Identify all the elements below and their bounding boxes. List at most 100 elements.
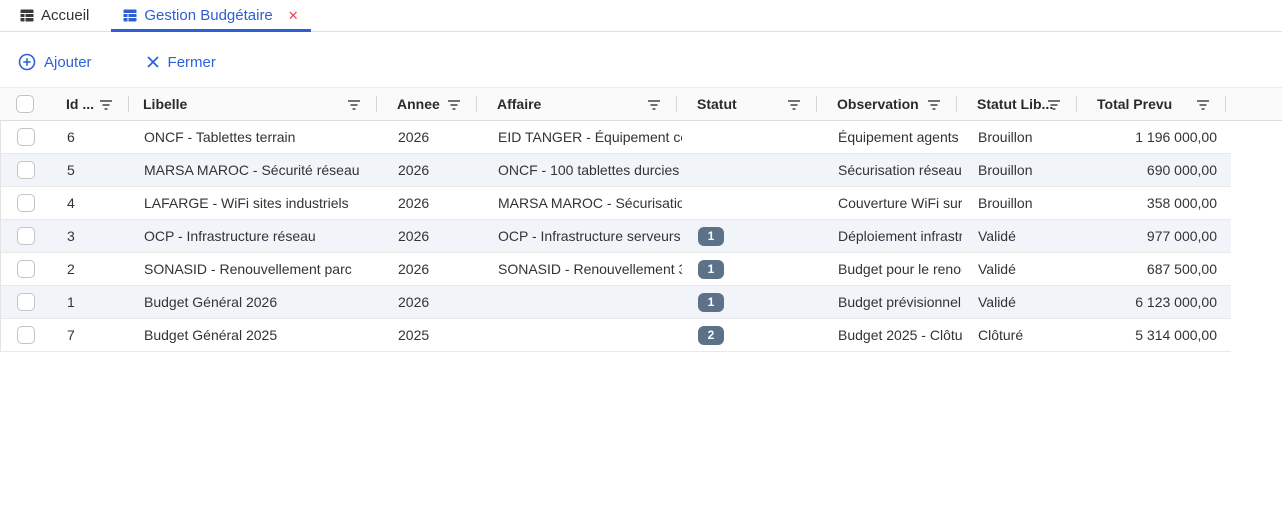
cell-observation: Budget 2025 - Clôturé bbox=[838, 327, 962, 343]
cell-observation: Déploiement infrastru bbox=[838, 228, 962, 244]
cell-statut-lib: Brouillon bbox=[978, 129, 1033, 145]
cell-total-prevu: 690 000,00 bbox=[1146, 162, 1217, 178]
cell-observation: Équipement agents te bbox=[838, 129, 962, 145]
close-button-label: Fermer bbox=[167, 53, 216, 71]
tab-accueil[interactable]: Accueil bbox=[8, 0, 101, 31]
cell-total-prevu: 358 000,00 bbox=[1146, 195, 1217, 211]
table-row[interactable]: 5 MARSA MAROC - Sécurité réseau 2026 ONC… bbox=[1, 154, 1231, 187]
cell-statut-lib: Clôturé bbox=[978, 327, 1024, 343]
tab-close-icon[interactable]: ✕ bbox=[287, 8, 299, 23]
cell-libelle: MARSA MAROC - Sécurité réseau bbox=[144, 162, 360, 178]
cell-statut: 1 bbox=[682, 220, 822, 252]
cell-id: 6 bbox=[67, 129, 75, 145]
tab-label: Accueil bbox=[41, 7, 90, 24]
header-affaire[interactable]: Affaire bbox=[481, 88, 681, 120]
cell-affaire: EID TANGER - Équipement comp bbox=[498, 129, 682, 145]
add-icon bbox=[18, 53, 36, 71]
cell-libelle: LAFARGE - WiFi sites industriels bbox=[144, 195, 349, 211]
grid-body: 6 ONCF - Tablettes terrain 2026 EID TANG… bbox=[0, 121, 1231, 352]
cell-id: 7 bbox=[67, 327, 75, 343]
add-button[interactable]: Ajouter bbox=[10, 49, 100, 75]
table-row[interactable]: 7 Budget Général 2025 2025 2 Budget 2025… bbox=[1, 319, 1231, 352]
cell-statut bbox=[682, 187, 822, 219]
cell-affaire: ONCF - 100 tablettes durcies po bbox=[498, 162, 682, 178]
table-row[interactable]: 1 Budget Général 2026 2026 1 Budget prév… bbox=[1, 286, 1231, 319]
cell-total-prevu: 977 000,00 bbox=[1146, 228, 1217, 244]
cell-annee: 2026 bbox=[398, 129, 430, 145]
cell-libelle: OCP - Infrastructure réseau bbox=[144, 228, 316, 244]
close-icon bbox=[146, 55, 160, 69]
cell-annee: 2026 bbox=[398, 294, 430, 310]
tab-gestion-budgetaire[interactable]: Gestion Budgétaire ✕ bbox=[111, 0, 312, 32]
cell-libelle: Budget Général 2025 bbox=[144, 327, 278, 343]
cell-total-prevu: 687 500,00 bbox=[1146, 261, 1217, 277]
statut-count-badge: 1 bbox=[698, 259, 724, 279]
header-statut-lib[interactable]: Statut Lib... bbox=[961, 88, 1081, 120]
row-checkbox[interactable] bbox=[17, 260, 35, 278]
close-button[interactable]: Fermer bbox=[138, 50, 224, 75]
cell-observation: Budget prévisionnel g bbox=[838, 294, 962, 310]
filter-icon[interactable] bbox=[99, 98, 113, 114]
cell-total-prevu: 1 196 000,00 bbox=[1135, 129, 1217, 145]
table-row[interactable]: 4 LAFARGE - WiFi sites industriels 2026 … bbox=[1, 187, 1231, 220]
cell-annee: 2025 bbox=[398, 327, 430, 343]
cell-libelle: Budget Général 2026 bbox=[144, 294, 278, 310]
cell-statut-lib: Brouillon bbox=[978, 162, 1033, 178]
filter-icon[interactable] bbox=[1196, 98, 1210, 114]
cell-affaire bbox=[482, 286, 682, 318]
row-checkbox[interactable] bbox=[17, 227, 35, 245]
cell-affaire: MARSA MAROC - Sécurisation r bbox=[498, 195, 682, 211]
statut-count-badge: 2 bbox=[698, 325, 724, 345]
header-statut[interactable]: Statut bbox=[681, 88, 821, 120]
filter-icon[interactable] bbox=[647, 98, 661, 114]
select-all-checkbox[interactable] bbox=[16, 95, 34, 113]
cell-statut bbox=[682, 154, 822, 186]
header-libelle[interactable]: Libelle bbox=[133, 88, 381, 120]
header-observation[interactable]: Observation bbox=[821, 88, 961, 120]
table-row[interactable]: 2 SONASID - Renouvellement parc 2026 SON… bbox=[1, 253, 1231, 286]
tab-bar: Accueil Gestion Budgétaire ✕ bbox=[0, 0, 1282, 32]
cell-total-prevu: 5 314 000,00 bbox=[1135, 327, 1217, 343]
filter-icon[interactable] bbox=[447, 98, 461, 114]
statut-count-badge: 1 bbox=[698, 226, 724, 246]
row-checkbox[interactable] bbox=[17, 161, 35, 179]
cell-annee: 2026 bbox=[398, 195, 430, 211]
row-checkbox[interactable] bbox=[17, 326, 35, 344]
filter-icon[interactable] bbox=[347, 98, 361, 114]
table-icon bbox=[20, 9, 34, 22]
cell-observation: Sécurisation réseau m bbox=[838, 162, 962, 178]
cell-statut: 1 bbox=[682, 286, 822, 318]
cell-total-prevu: 6 123 000,00 bbox=[1135, 294, 1217, 310]
table-row[interactable]: 6 ONCF - Tablettes terrain 2026 EID TANG… bbox=[1, 121, 1231, 154]
cell-statut-lib: Validé bbox=[978, 261, 1016, 277]
cell-id: 3 bbox=[67, 228, 75, 244]
filter-icon[interactable] bbox=[927, 98, 941, 114]
add-button-label: Ajouter bbox=[44, 53, 92, 71]
cell-annee: 2026 bbox=[398, 261, 430, 277]
cell-id: 2 bbox=[67, 261, 75, 277]
cell-observation: Couverture WiFi sur 3 bbox=[838, 195, 962, 211]
cell-affaire: OCP - Infrastructure serveurs sit bbox=[498, 228, 682, 244]
table-row[interactable]: 3 OCP - Infrastructure réseau 2026 OCP -… bbox=[1, 220, 1231, 253]
cell-libelle: SONASID - Renouvellement parc bbox=[144, 261, 352, 277]
header-annee[interactable]: Annee bbox=[381, 88, 481, 120]
row-checkbox[interactable] bbox=[17, 128, 35, 146]
row-checkbox[interactable] bbox=[17, 293, 35, 311]
cell-statut: 2 bbox=[682, 319, 822, 351]
cell-annee: 2026 bbox=[398, 162, 430, 178]
cell-id: 1 bbox=[67, 294, 75, 310]
filter-icon[interactable] bbox=[1047, 98, 1061, 114]
cell-affaire bbox=[482, 319, 682, 351]
cell-libelle: ONCF - Tablettes terrain bbox=[144, 129, 296, 145]
toolbar: Ajouter Fermer bbox=[0, 45, 1282, 79]
cell-observation: Budget pour le renou bbox=[838, 261, 962, 277]
row-checkbox[interactable] bbox=[17, 194, 35, 212]
header-total-prevu[interactable]: Total Prevu bbox=[1081, 88, 1230, 120]
filter-icon[interactable] bbox=[787, 98, 801, 114]
cell-statut-lib: Validé bbox=[978, 294, 1016, 310]
table-icon bbox=[123, 9, 138, 22]
cell-id: 4 bbox=[67, 195, 75, 211]
cell-annee: 2026 bbox=[398, 228, 430, 244]
cell-statut: 1 bbox=[682, 253, 822, 285]
header-id[interactable]: Id ... bbox=[56, 88, 133, 120]
